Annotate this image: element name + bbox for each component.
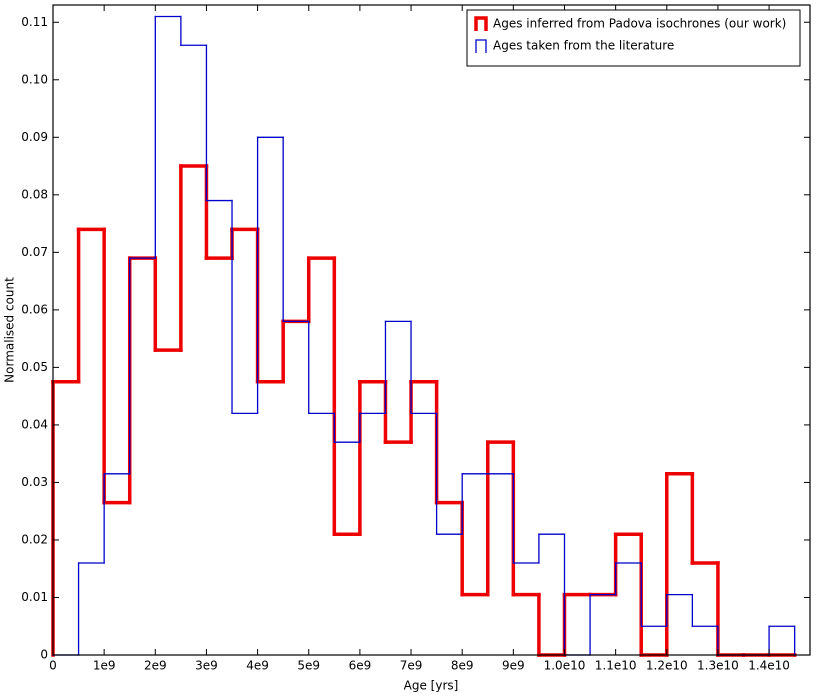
x-tick-label: 4e9 [246,659,269,673]
y-tick-label: 0.09 [21,130,48,144]
plot-frame [52,4,811,656]
x-tick-label: 1.2e10 [646,659,688,673]
x-tick-label: 3e9 [195,659,218,673]
y-tick-label: 0.11 [21,15,48,29]
y-tick-label: 0 [40,648,48,662]
x-tick-label: 1e9 [93,659,116,673]
y-axis-title: Normalised count [3,277,17,383]
legend-label: Ages taken from the literature [493,39,674,53]
x-tick-label: 5e9 [297,659,320,673]
y-tick-label: 0.02 [21,532,48,546]
y-tick-label: 0.07 [21,245,48,259]
y-tick-label: 0.08 [21,187,48,201]
y-tick-label: 0.04 [21,417,48,431]
x-tick-label: 2e9 [144,659,167,673]
y-tick-label: 0.03 [21,475,48,489]
y-tick-label: 0.01 [21,590,48,604]
histogram-series [52,15,796,656]
x-tick-label: 6e9 [349,659,372,673]
x-axis-title: Age [yrs] [404,679,459,693]
x-tick-label: 7e9 [400,659,423,673]
x-tick-label: 8e9 [451,659,474,673]
legend-box [466,9,801,67]
x-tick-label: 0 [49,659,57,673]
legend-swatch [474,16,488,31]
x-tick-label: 9e9 [502,659,525,673]
y-tick-label: 0.10 [21,72,48,86]
y-tick-label: 0.05 [21,360,48,374]
x-tick-label: 1.4e10 [748,659,790,673]
x-tick-label: 1.0e10 [544,659,586,673]
legend-label: Ages inferred from Padova isochrones (ou… [493,17,786,31]
legend-swatch [475,39,487,53]
x-tick-label: 1.1e10 [595,659,637,673]
x-tick-label: 1.3e10 [697,659,739,673]
y-tick-label: 0.06 [21,302,48,316]
